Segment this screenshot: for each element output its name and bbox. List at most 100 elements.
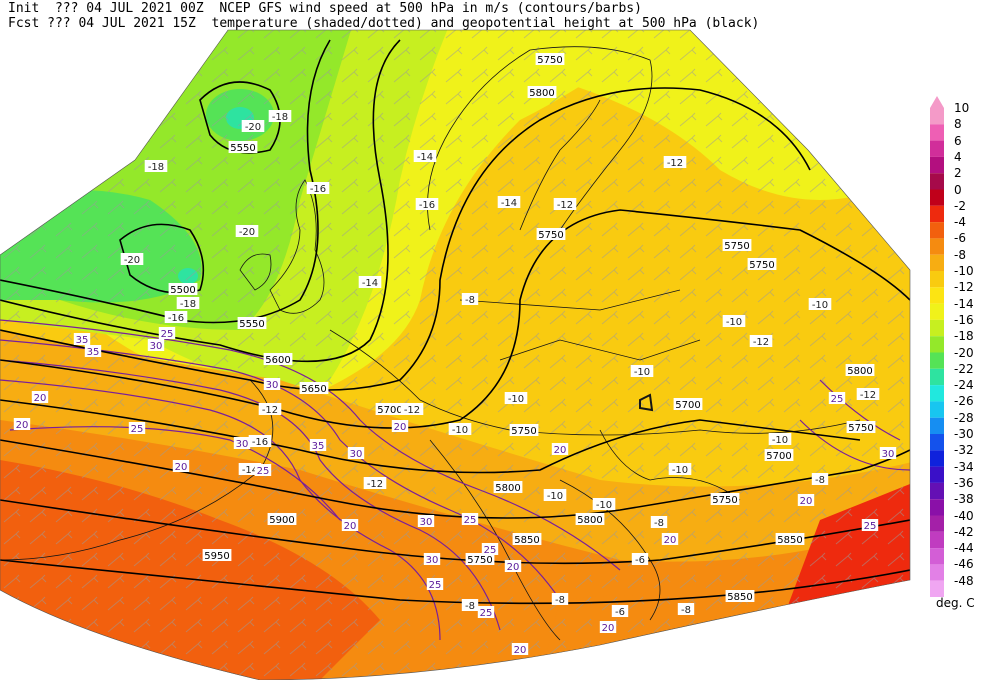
legend-swatch	[930, 173, 944, 190]
legend-colorbar	[930, 96, 944, 597]
wind-speed-contour-label: 20	[175, 462, 188, 473]
legend-label: 6	[954, 133, 962, 148]
legend-units: deg. C	[936, 596, 975, 610]
wind-speed-contour-label: 25	[831, 394, 844, 405]
temperature-contour-label: -20	[239, 227, 255, 238]
temperature-contour-label-bg	[749, 335, 773, 347]
height-contour-label-bg	[747, 258, 777, 270]
temperature-contour-label-bg	[722, 315, 746, 327]
wind-speed-contour-label-bg	[13, 418, 31, 430]
height-contour-label: 5750	[467, 555, 492, 566]
wind-speed-contour-label-bg	[861, 519, 879, 531]
legend-label: -18	[954, 329, 974, 344]
legend-swatch	[930, 108, 944, 125]
temperature-contour-label-bg	[235, 225, 259, 237]
temperature-contour-label-bg	[358, 276, 382, 288]
legend-label: -8	[954, 247, 966, 262]
wind-speed-contour-label-bg	[511, 643, 529, 655]
wind-speed-contour-label-bg	[423, 553, 441, 565]
height-contour-label-bg	[575, 513, 605, 525]
temperature-contour-label-bg	[631, 553, 649, 565]
height-contour-label: 5750	[712, 495, 737, 506]
legend-label: -10	[954, 264, 974, 278]
temperature-contour-label-bg	[668, 463, 692, 475]
temperature-contour-label-bg	[164, 311, 188, 323]
height-contour-label: 5800	[847, 366, 872, 377]
height-contour-label: 5800	[495, 483, 520, 494]
height-contour-label: 5850	[727, 592, 752, 603]
header-init-line: Init ??? 04 JUL 2021 00Z NCEP GFS wind s…	[8, 1, 642, 16]
legend-label: -20	[954, 345, 974, 360]
temperature-contour-label: -10	[672, 465, 688, 476]
wind-speed-contour-label: 30	[236, 439, 249, 450]
legend-swatch	[930, 254, 944, 271]
temperature-contour-label-bg	[497, 196, 521, 208]
wind-speed-contour-label: 20	[394, 422, 407, 433]
temperature-contour-label-bg	[363, 477, 387, 489]
legend-swatch	[930, 238, 944, 255]
temperature-contour-label: -12	[667, 158, 683, 169]
legend-swatch	[930, 564, 944, 581]
temperature-contour-label-bg	[856, 388, 880, 400]
legend-swatch	[930, 319, 944, 337]
legend-label: -42	[954, 524, 974, 539]
temperature-contour-label-bg	[543, 489, 567, 501]
legend-label: -22	[954, 361, 974, 376]
wind-speed-contour-label-bg	[477, 606, 495, 618]
height-contour-label: 5750	[537, 55, 562, 66]
legend-swatch	[930, 450, 944, 467]
wind-speed-contour-label-bg	[417, 515, 435, 527]
temperature-contour-label-bg	[663, 156, 687, 168]
temperature-contour-label: -8	[654, 518, 664, 529]
height-contour-label-bg	[202, 549, 232, 561]
height-contour-label: 5700	[766, 451, 791, 462]
temperature-contour-label: -8	[465, 295, 475, 306]
legend-swatch	[930, 140, 944, 157]
wind-speed-contour-label: 20	[664, 535, 677, 546]
temperature-contour-label-bg	[268, 110, 292, 122]
wind-speed-contour-label: 25	[484, 545, 497, 556]
legend-label: 4	[954, 149, 962, 164]
wind-speed-contour-label: 30	[266, 380, 279, 391]
legend-swatch	[930, 548, 944, 565]
wind-speed-contour-label-bg	[599, 621, 617, 633]
wind-speed-contour-label: 20	[554, 445, 567, 456]
temperature-contour-label-bg	[808, 298, 832, 310]
height-contour-label: 5850	[514, 535, 539, 546]
wind-speed-contour-label-bg	[661, 533, 679, 545]
wind-speed-contour-label-bg	[158, 327, 176, 339]
temperature-legend: 10 8 6 4 2 0 -2 -4 -6 -8 -10 -12 -14 -16 -18 -20 -22 -24-…	[930, 96, 1000, 597]
legend-swatch	[930, 580, 944, 597]
temperature-contour-label-bg	[677, 603, 695, 615]
legend-label: -40	[954, 508, 974, 523]
temperature-contour-label: -10	[634, 367, 650, 378]
wind-speed-contour-label-bg	[31, 391, 49, 403]
temperature-label-layer: -20 -18 -18 -16 -20 -20 -18 -16 -14 -16 -14 -12 -14 -…	[120, 110, 880, 618]
legend-swatch	[930, 271, 944, 288]
legend-swatch	[930, 417, 944, 434]
wind-speed-contour-label-bg	[481, 543, 499, 555]
height-contour-label: 5750	[511, 426, 536, 437]
wind-speed-contour-label: 20	[507, 562, 520, 573]
wind-speed-contour-label: 25	[161, 329, 174, 340]
wind-speed-contour-label-bg	[347, 447, 365, 459]
weather-map: 5550550055505600565057005750580057505750…	[0, 29, 911, 680]
wind-speed-contour-label-bg	[73, 333, 91, 345]
temperature-contour-label: -14	[362, 278, 378, 289]
legend-label: -4	[954, 215, 966, 230]
height-contour-label-bg	[509, 424, 539, 436]
height-contour-label-bg	[846, 421, 876, 433]
wind-speed-contour-label-bg	[504, 560, 522, 572]
wind-speed-contour-label: 25	[464, 515, 477, 526]
wind-speed-contour-label: 30	[426, 555, 439, 566]
height-contour-label: 5650	[301, 384, 326, 395]
temperature-contour-label: -14	[501, 198, 517, 209]
wind-speed-contour-label: 25	[257, 466, 270, 477]
wind-speed-contour-label: 30	[350, 449, 363, 460]
height-contour-label-bg	[673, 398, 703, 410]
wind-speed-contour-label-bg	[254, 464, 272, 476]
height-contour-label: 5550	[239, 319, 264, 330]
height-contour-label-bg	[263, 353, 293, 365]
wind-speed-contour-label-bg	[341, 519, 359, 531]
height-contour-label: 5950	[204, 551, 229, 562]
